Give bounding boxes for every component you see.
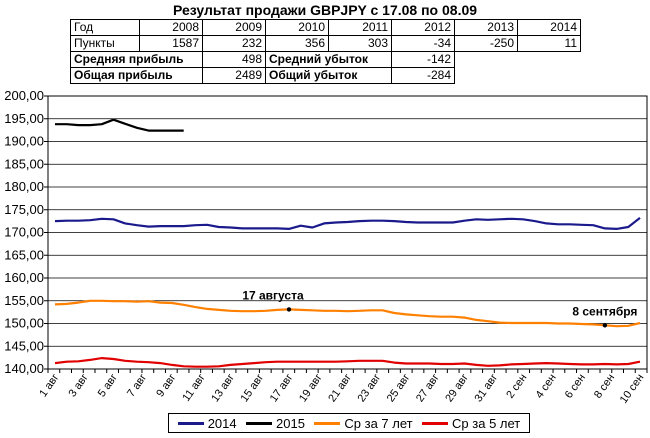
legend-label-avg-7: Ср за 7 лет — [344, 415, 413, 431]
x-tick-label: 7 авг — [125, 372, 149, 399]
total-loss-label: Общий убыток — [265, 67, 392, 84]
x-tick-label: 23 авг — [355, 372, 383, 404]
y-tick-label: 155,00 — [4, 293, 44, 308]
x-tick-label: 4 сен — [533, 372, 558, 401]
legend-item-2014: 2014 — [177, 415, 237, 431]
series-line-3 — [54, 299, 641, 328]
annotation-marker — [602, 323, 608, 328]
y-tick-label: 150,00 — [4, 316, 44, 331]
stats-average-row: Средняя прибыль 498 Средний убыток -142 — [70, 51, 581, 68]
line-chart: 140,00 145,00 150,00 155,00 160,00 165,00 170,… — [4, 88, 648, 406]
x-tick-label: 27 авг — [414, 372, 442, 404]
legend-item-avg-5: Ср за 5 лет — [422, 416, 520, 431]
points-cell: 11 — [517, 35, 581, 52]
annotation-label: 8 сентября — [572, 304, 637, 318]
legend-swatch-avg-5 — [422, 421, 449, 425]
y-tick-label: 195,00 — [4, 111, 44, 126]
y-tick-label: 190,00 — [4, 134, 44, 149]
x-tick-label: 17 авг — [268, 372, 296, 404]
annotation-label: 17 августа — [242, 288, 304, 302]
x-tick-label: 31 авг — [472, 372, 500, 404]
y-tick-label: 165,00 — [4, 247, 44, 262]
y-tick-label: 185,00 — [4, 156, 44, 171]
x-tick-label: 2 сен — [504, 372, 529, 401]
legend-label-2015: 2015 — [276, 415, 305, 431]
x-tick-label: 5 авг — [96, 372, 120, 399]
year-cell: 2014 — [517, 19, 581, 36]
y-tick-label: 145,00 — [4, 338, 44, 353]
x-tick-label: 11 авг — [180, 372, 207, 404]
legend-item-2015: 2015 — [246, 416, 305, 431]
stats-year-row: Год 2008 2009 2010 2011 2012 2013 2014 — [70, 19, 581, 36]
avg-loss-value: -142 — [391, 51, 455, 68]
stats-points-row: Пункты 1587 232 356 303 -34 -250 11 — [70, 35, 581, 52]
y-tick-label: 175,00 — [4, 202, 44, 217]
x-tick-label: 13 авг — [209, 372, 237, 404]
points-header: Пункты — [70, 35, 140, 52]
x-tick-label: 25 авг — [385, 372, 413, 404]
y-tick-label: 180,00 — [4, 179, 44, 194]
legend-item-avg-7: Ср за 7 лет — [314, 415, 413, 431]
legend-swatch-2014 — [177, 421, 204, 425]
series-line-2 — [55, 118, 184, 132]
total-loss-value: -284 — [391, 67, 455, 84]
legend: 2014 2015 Ср за 7 лет Ср за 5 лет — [168, 413, 530, 433]
x-tick-label: 21 авг — [326, 372, 354, 404]
series-line-4 — [54, 357, 641, 368]
year-cell: 2008 — [139, 19, 203, 36]
year-cell: 2012 — [391, 19, 455, 36]
y-tick-label: 200,00 — [4, 88, 44, 103]
y-tick-label: 170,00 — [4, 225, 44, 240]
legend-label-avg-5: Ср за 5 лет — [452, 415, 521, 431]
stats-table: Год 2008 2009 2010 2011 2012 2013 2014 П… — [70, 19, 581, 84]
chart-title: Результат продажи GBPJPY с 17.08 по 08.0… — [172, 2, 478, 18]
points-cell: -250 — [454, 35, 518, 52]
x-tick-label: 19 авг — [297, 372, 325, 404]
y-tick-label: 160,00 — [4, 270, 44, 285]
stats-total-row: Общая прибыль 2489 Общий убыток -284 — [70, 67, 581, 84]
legend-swatch-2015 — [246, 421, 273, 425]
total-profit-label: Общая прибыль — [70, 67, 203, 84]
x-tick-label: 3 авг — [66, 372, 90, 399]
x-tick-label: 9 авг — [154, 372, 178, 399]
x-tick-label: 29 авг — [443, 372, 471, 404]
annotation-marker — [286, 307, 292, 312]
x-tick-label: 15 авг — [238, 372, 266, 404]
legend-label-2014: 2014 — [207, 415, 237, 431]
series-line-1 — [54, 217, 641, 230]
x-tick-label: 6 сен — [563, 372, 588, 401]
total-profit-value: 2489 — [202, 67, 266, 84]
legend-swatch-avg-7 — [314, 421, 341, 425]
x-tick-label: 10 сен — [618, 372, 647, 406]
x-tick-label: 8 сен — [592, 372, 617, 401]
y-tick-label: 140,00 — [4, 361, 44, 376]
